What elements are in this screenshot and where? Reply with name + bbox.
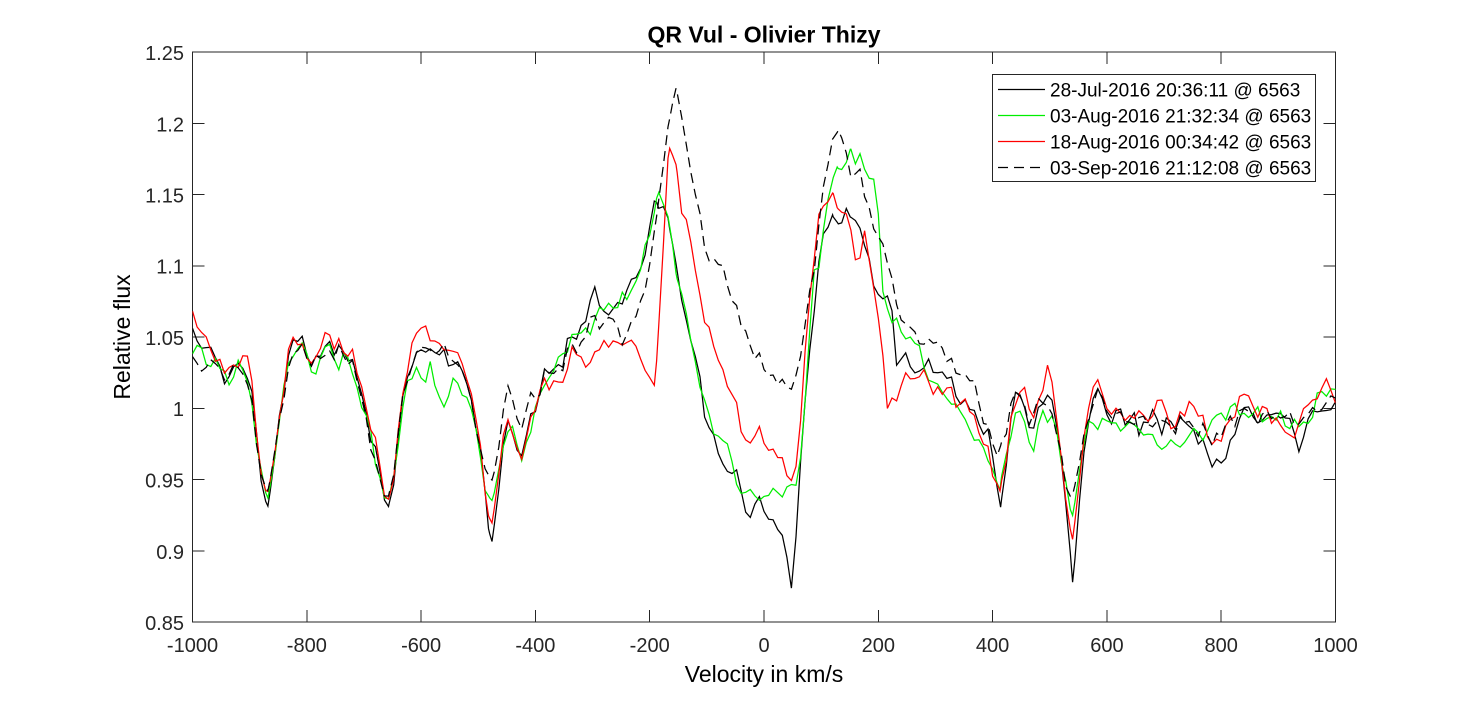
svg-text:1.2: 1.2 bbox=[156, 114, 184, 136]
svg-text:0.9: 0.9 bbox=[156, 542, 184, 564]
svg-text:600: 600 bbox=[1090, 635, 1123, 657]
svg-text:0: 0 bbox=[758, 635, 769, 657]
svg-text:0.95: 0.95 bbox=[145, 471, 184, 493]
svg-text:QR Vul - Olivier Thizy: QR Vul - Olivier Thizy bbox=[647, 22, 880, 48]
svg-text:Velocity in km/s: Velocity in km/s bbox=[685, 661, 844, 687]
svg-text:03-Sep-2016 21:12:08 @ 6563: 03-Sep-2016 21:12:08 @ 6563 bbox=[1050, 159, 1311, 180]
svg-text:-1000: -1000 bbox=[167, 635, 218, 657]
svg-text:200: 200 bbox=[862, 635, 895, 657]
svg-text:-600: -600 bbox=[401, 635, 441, 657]
svg-text:-800: -800 bbox=[287, 635, 327, 657]
svg-text:1.25: 1.25 bbox=[145, 43, 184, 65]
svg-text:1000: 1000 bbox=[1313, 635, 1358, 657]
svg-text:03-Aug-2016 21:32:34 @ 6563: 03-Aug-2016 21:32:34 @ 6563 bbox=[1050, 107, 1311, 128]
svg-text:1.15: 1.15 bbox=[145, 186, 184, 208]
svg-text:1.1: 1.1 bbox=[156, 257, 184, 279]
svg-text:0.85: 0.85 bbox=[145, 613, 184, 635]
svg-text:Relative flux: Relative flux bbox=[109, 274, 135, 400]
svg-text:18-Aug-2016 00:34:42 @ 6563: 18-Aug-2016 00:34:42 @ 6563 bbox=[1050, 133, 1311, 154]
svg-text:800: 800 bbox=[1205, 635, 1238, 657]
svg-text:1: 1 bbox=[173, 399, 184, 421]
svg-text:-200: -200 bbox=[630, 635, 670, 657]
svg-text:-400: -400 bbox=[515, 635, 555, 657]
svg-text:400: 400 bbox=[976, 635, 1009, 657]
svg-text:1.05: 1.05 bbox=[145, 328, 184, 350]
svg-text:28-Jul-2016 20:36:11 @ 6563: 28-Jul-2016 20:36:11 @ 6563 bbox=[1050, 81, 1300, 102]
